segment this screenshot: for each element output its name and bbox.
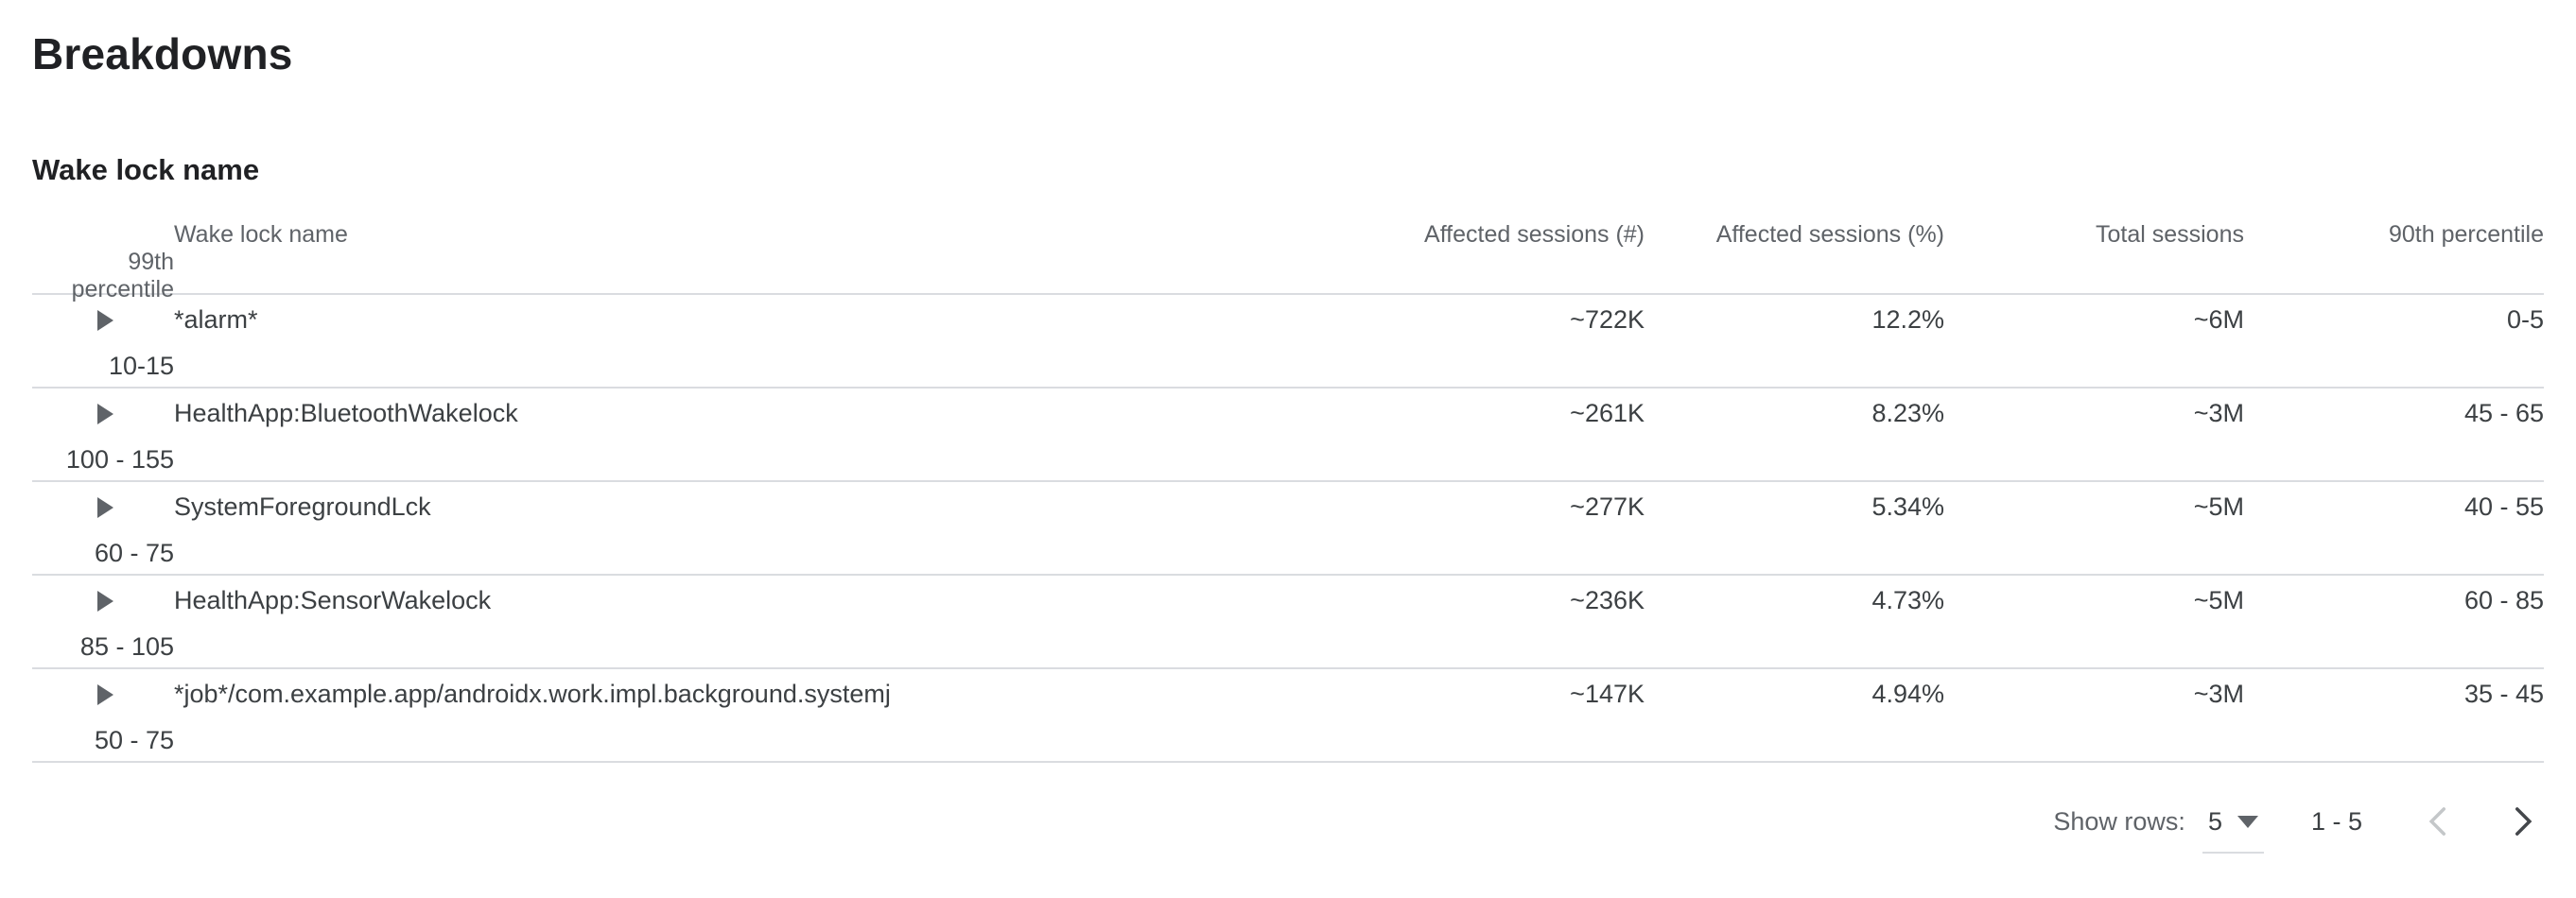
- pagination-bar: Show rows: 5 1 - 5: [32, 787, 2544, 855]
- expand-row-button[interactable]: [86, 302, 124, 339]
- table-row: HealthApp:BluetoothWakelock ~261K 8.23% …: [32, 387, 2544, 480]
- total-sessions: ~3M: [2193, 399, 2244, 427]
- affected-sessions-pct: 4.94%: [1871, 680, 1944, 708]
- total-sessions: ~5M: [2193, 586, 2244, 614]
- percentile-90: 35 - 45: [2463, 680, 2544, 708]
- table-row: *job*/com.example.app/androidx.work.impl…: [32, 667, 2544, 761]
- triangle-right-icon: [96, 683, 113, 705]
- rows-per-page-value: 5: [2207, 806, 2222, 836]
- previous-page-button[interactable]: [2417, 800, 2461, 843]
- wake-lock-table: Wake lock name Affected sessions (#) Aff…: [32, 221, 2544, 763]
- percentile-99: 100 - 155: [65, 444, 174, 474]
- wake-lock-name: HealthApp:BluetoothWakelock: [174, 399, 518, 427]
- expand-row-button[interactable]: [86, 676, 124, 714]
- wake-lock-name: HealthApp:SensorWakelock: [174, 586, 492, 614]
- page-range: 1 - 5: [2310, 806, 2362, 836]
- affected-sessions-pct: 12.2%: [1871, 305, 1944, 334]
- affected-sessions-pct: 8.23%: [1871, 399, 1944, 427]
- affected-sessions-count: ~277K: [1570, 492, 1645, 521]
- col-header-wake-lock-name: Wake lock name: [174, 221, 348, 248]
- col-header-90th-percentile: 90th percentile: [2388, 221, 2544, 248]
- affected-sessions-count: ~722K: [1570, 305, 1645, 334]
- wake-lock-name: SystemForegroundLck: [174, 492, 431, 521]
- triangle-right-icon: [96, 403, 113, 424]
- affected-sessions-count: ~261K: [1570, 399, 1645, 427]
- col-header-affected-sessions-pct: Affected sessions (%): [1715, 221, 1944, 248]
- table-bottom-border: [32, 761, 2544, 763]
- col-header-99th-percentile: 99th percentile: [71, 249, 174, 302]
- chevron-left-icon: [2428, 807, 2445, 836]
- total-sessions: ~5M: [2193, 492, 2244, 521]
- total-sessions: ~3M: [2193, 680, 2244, 708]
- triangle-right-icon: [96, 309, 113, 331]
- percentile-90: 40 - 55: [2463, 492, 2544, 521]
- expand-row-button[interactable]: [86, 489, 124, 527]
- dropdown-caret-icon: [2237, 815, 2258, 828]
- affected-sessions-pct: 5.34%: [1871, 492, 1944, 521]
- wake-lock-name: *alarm*: [174, 305, 258, 334]
- page-title: Breakdowns: [32, 29, 293, 78]
- breakdowns-page: Breakdowns Wake lock name Wake lock name…: [0, 26, 2576, 898]
- wake-lock-name: *job*/com.example.app/androidx.work.impl…: [174, 680, 891, 708]
- next-page-button[interactable]: [2500, 800, 2544, 843]
- table-row: SystemForegroundLck ~277K 5.34% ~5M 40 -…: [32, 480, 2544, 574]
- expand-row-button[interactable]: [86, 395, 124, 433]
- show-rows-label: Show rows:: [2053, 806, 2185, 836]
- affected-sessions-count: ~147K: [1570, 680, 1645, 708]
- percentile-90: 45 - 65: [2463, 399, 2544, 427]
- total-sessions: ~6M: [2193, 305, 2244, 334]
- col-header-affected-sessions-count: Affected sessions (#): [1424, 221, 1645, 248]
- affected-sessions-pct: 4.73%: [1871, 586, 1944, 614]
- chevron-right-icon: [2515, 807, 2532, 836]
- triangle-right-icon: [96, 496, 113, 518]
- triangle-right-icon: [96, 590, 113, 612]
- section-title: Wake lock name: [32, 153, 260, 186]
- rows-per-page-select[interactable]: 5: [2202, 806, 2264, 854]
- table-row: HealthApp:SensorWakelock ~236K 4.73% ~5M…: [32, 574, 2544, 667]
- affected-sessions-count: ~236K: [1570, 586, 1645, 614]
- table-header-row: Wake lock name Affected sessions (#) Aff…: [32, 221, 2544, 302]
- percentile-99: 50 - 75: [94, 725, 174, 754]
- col-header-total-sessions: Total sessions: [2095, 221, 2244, 248]
- table-row: *alarm* ~722K 12.2% ~6M 0-5 10-15: [32, 293, 2544, 387]
- percentile-99: 10-15: [108, 351, 174, 380]
- percentile-90: 0-5: [2506, 305, 2544, 334]
- percentile-90: 60 - 85: [2463, 586, 2544, 614]
- expand-row-button[interactable]: [86, 582, 124, 620]
- percentile-99: 85 - 105: [79, 631, 174, 661]
- percentile-99: 60 - 75: [94, 538, 174, 567]
